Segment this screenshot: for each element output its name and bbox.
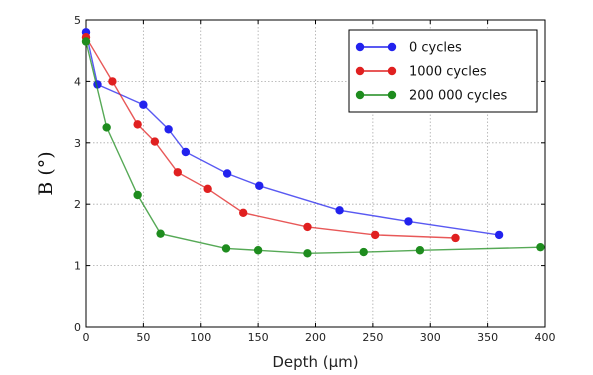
series-2 <box>81 37 545 258</box>
data-point <box>370 230 380 240</box>
legend-swatch-marker <box>387 66 397 76</box>
data-point <box>150 137 160 146</box>
series-line <box>85 36 456 239</box>
y-tick-label: 5 <box>74 14 81 27</box>
series-1 <box>81 32 460 243</box>
y-tick-label: 4 <box>74 75 81 88</box>
legend-swatch-marker <box>387 42 397 52</box>
x-tick-label: 50 <box>136 331 150 344</box>
legend: 0 cycles 1000 cycles 200 000 cycles <box>348 29 538 113</box>
x-tick-label: 150 <box>248 331 269 344</box>
x-tick-label: 200 <box>305 331 326 344</box>
y-tick-label: 2 <box>74 198 81 211</box>
legend-swatch-marker <box>355 66 365 76</box>
data-point <box>173 168 182 177</box>
data-point <box>133 120 142 129</box>
data-point <box>203 184 212 194</box>
data-point <box>255 181 264 190</box>
legend-item: 200 000 cycles <box>355 89 507 104</box>
axis-ticks: 0 50 100 150 200 250 300 350 400 0 1 2 3 4 5 <box>74 14 556 344</box>
x-tick-label: 300 <box>420 331 441 344</box>
data-point <box>359 247 368 257</box>
data-point <box>536 242 545 252</box>
data-point <box>494 230 504 240</box>
data-point <box>139 100 148 109</box>
data-point <box>415 246 425 255</box>
data-point <box>102 123 111 132</box>
series-group <box>81 28 545 258</box>
x-tick-label: 400 <box>535 331 556 344</box>
data-point <box>451 233 460 243</box>
y-tick-label: 1 <box>74 260 81 273</box>
legend-label: 1000 cycles <box>409 65 487 80</box>
data-point <box>81 37 91 46</box>
data-point <box>303 249 312 258</box>
y-tick-label: 3 <box>74 137 81 150</box>
x-tick-label: 350 <box>477 331 498 344</box>
data-point <box>181 147 191 157</box>
data-point <box>221 244 231 253</box>
x-tick-label: 0 <box>83 331 90 344</box>
legend-label: 0 cycles <box>409 41 462 56</box>
data-point <box>108 77 117 86</box>
y-axis-label: B (°) <box>35 151 57 195</box>
legend-swatch-marker <box>387 90 397 100</box>
y-tick-label: 0 <box>74 321 81 334</box>
data-point <box>303 222 312 232</box>
data-point <box>253 246 263 255</box>
legend-label: 200 000 cycles <box>409 89 507 104</box>
legend-item: 0 cycles <box>355 41 462 56</box>
data-point <box>133 190 142 200</box>
data-point <box>164 125 173 134</box>
legend-swatch-marker <box>355 90 365 100</box>
data-point <box>404 217 413 226</box>
data-point <box>156 229 165 238</box>
x-tick-label: 250 <box>362 331 383 344</box>
x-axis-label: Depth (μm) <box>272 353 358 371</box>
data-point <box>239 208 248 217</box>
x-tick-label: 100 <box>190 331 211 344</box>
series-line <box>85 41 541 255</box>
data-point <box>222 169 232 178</box>
legend-swatch-marker <box>355 42 365 52</box>
data-point <box>335 206 344 215</box>
legend-item: 1000 cycles <box>355 65 487 80</box>
